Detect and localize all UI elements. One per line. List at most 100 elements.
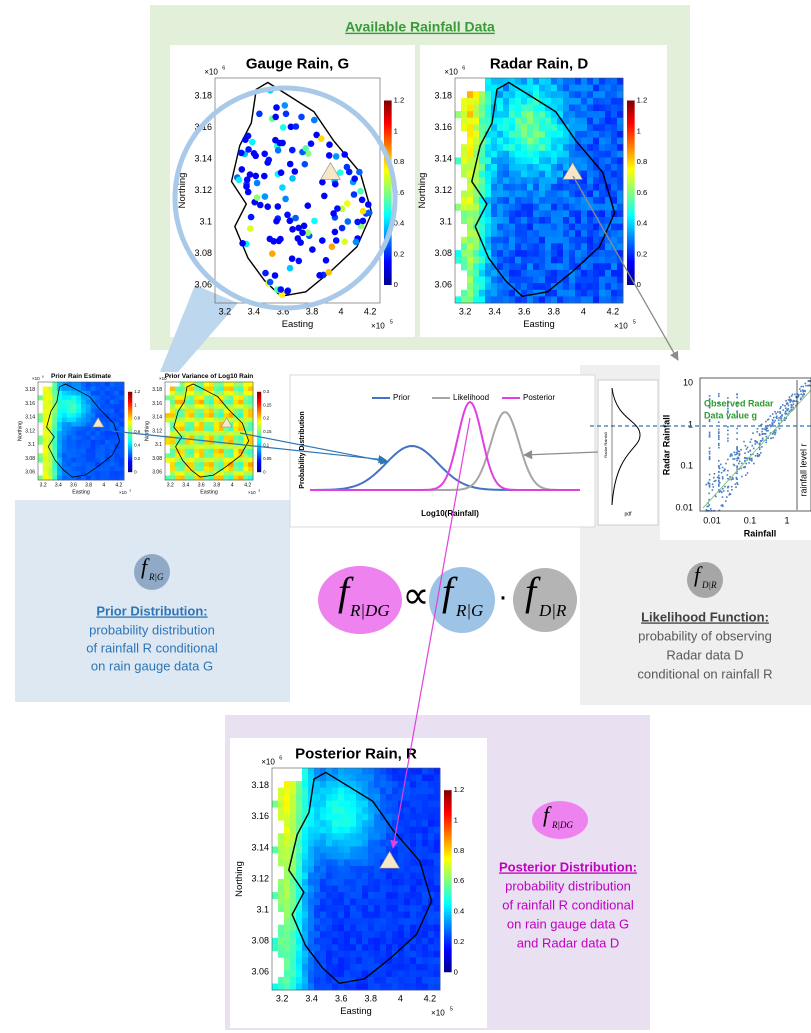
heat-cell <box>428 807 434 814</box>
heat-cell <box>545 210 551 217</box>
heat-cell <box>76 427 81 432</box>
heat-cell <box>209 440 214 445</box>
heat-cell <box>302 984 308 991</box>
scatter-point <box>762 439 764 441</box>
gauge-dot <box>292 215 299 222</box>
colorbar <box>128 392 132 472</box>
scatter-point <box>781 415 783 417</box>
colorbar <box>444 790 452 972</box>
scatter-point <box>756 431 758 433</box>
gauge-dot <box>249 139 256 146</box>
heat-cell <box>308 899 314 906</box>
heat-cell <box>71 422 76 427</box>
colorbar <box>627 101 635 286</box>
heat-cell <box>575 98 581 105</box>
heat-cell <box>48 387 53 392</box>
heat-cell <box>581 224 587 231</box>
heat-cell <box>581 164 587 171</box>
heat-cell <box>100 400 105 405</box>
heat-cell <box>404 807 410 814</box>
heat-cell <box>320 846 326 853</box>
heat-cell <box>86 409 91 414</box>
heat-cell <box>392 931 398 938</box>
gauge-dot <box>254 180 261 187</box>
heat-cell <box>368 951 374 958</box>
heat-cell <box>95 471 100 476</box>
heat-cell <box>491 296 497 303</box>
heat-cell <box>461 118 467 125</box>
heat-cell <box>95 387 100 392</box>
pdf-axis-label: Radar Rainfall <box>603 432 608 457</box>
heat-cell <box>545 157 551 164</box>
scatter-point <box>719 491 721 493</box>
heat-cell <box>521 217 527 224</box>
scatter-point <box>790 407 792 409</box>
heat-cell <box>284 827 290 834</box>
scatter-point <box>747 447 749 449</box>
gauge-dot <box>257 202 264 209</box>
heat-cell <box>563 197 569 204</box>
heat-cell <box>479 157 485 164</box>
heat-cell <box>296 984 302 991</box>
heat-cell <box>326 827 332 834</box>
heat-cell <box>611 124 617 131</box>
heat-cell <box>386 918 392 925</box>
heat-cell <box>71 431 76 436</box>
heat-cell <box>503 144 509 151</box>
scatter-point <box>754 440 756 442</box>
x-tick-label: 4.2 <box>364 306 377 316</box>
heat-cell <box>593 131 599 138</box>
heat-cell <box>551 290 557 297</box>
heat-cell <box>278 886 284 893</box>
heat-cell <box>545 85 551 92</box>
y-tick-label: 3.1 <box>256 904 269 914</box>
gauge-dot <box>308 140 315 147</box>
heat-cell <box>416 912 422 919</box>
heat-cell <box>479 263 485 270</box>
heat-cell <box>575 105 581 112</box>
heat-cell <box>81 453 86 458</box>
heat-cell <box>551 257 557 264</box>
heat-cell <box>587 85 593 92</box>
x-axis-label: Rainfall <box>744 528 777 538</box>
scatter-point <box>745 463 747 465</box>
heat-cell <box>76 404 81 409</box>
heat-cell <box>617 243 623 250</box>
heat-cell <box>563 250 569 257</box>
heat-cell <box>593 204 599 211</box>
heat-cell <box>617 138 623 145</box>
heat-cell <box>545 131 551 138</box>
heat-cell <box>71 436 76 441</box>
heat-cell <box>350 964 356 971</box>
scatter-point <box>757 455 759 457</box>
scatter-point <box>727 430 729 432</box>
heat-cell <box>302 918 308 925</box>
heat-cell <box>320 794 326 801</box>
heat-cell <box>81 436 86 441</box>
heat-cell <box>302 807 308 814</box>
colorbar-tick-label: 0.2 <box>637 249 648 258</box>
heat-cell <box>404 912 410 919</box>
heat-cell <box>356 846 362 853</box>
heat-cell <box>533 250 539 257</box>
scatter-point <box>736 449 738 451</box>
colorbar-tick-label: 0.2 <box>263 416 270 421</box>
gauge-dot <box>256 111 263 118</box>
heat-cell <box>380 918 386 925</box>
heat-cell <box>533 85 539 92</box>
heat-cell <box>551 296 557 303</box>
box-heading: Posterior Distribution: <box>499 859 637 874</box>
heat-cell <box>209 453 214 458</box>
heat-cell <box>326 957 332 964</box>
heat-cell <box>229 467 234 472</box>
heat-cell <box>180 395 185 400</box>
heat-cell <box>326 944 332 951</box>
heat-cell <box>404 859 410 866</box>
heat-cell <box>539 296 545 303</box>
heat-cell <box>539 283 545 290</box>
heat-cell <box>605 270 611 277</box>
heat-cell <box>380 846 386 853</box>
heat-cell <box>170 418 175 423</box>
heat-cell <box>204 404 209 409</box>
heat-cell <box>380 794 386 801</box>
